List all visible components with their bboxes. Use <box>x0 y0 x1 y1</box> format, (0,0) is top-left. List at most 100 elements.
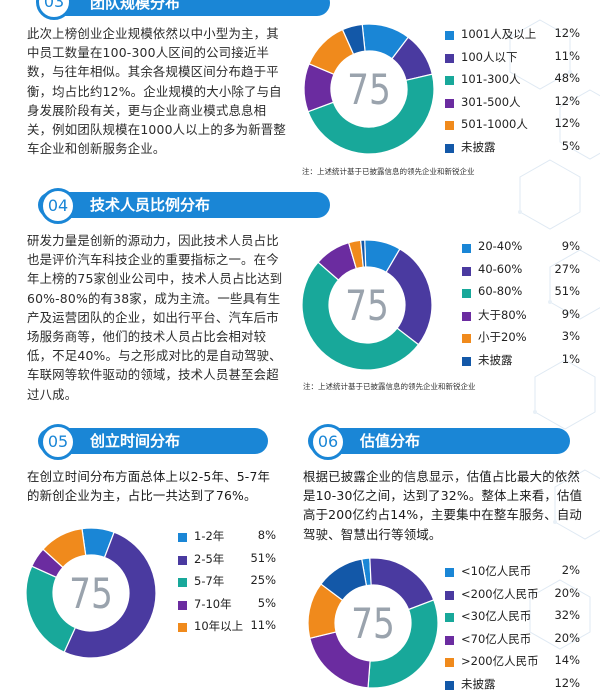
legend-item: <10亿人民币 2% <box>445 563 580 586</box>
donut-center-label: 75 <box>345 282 389 331</box>
chart-note: 注：上述统计基于已披露信息的领先企业和新锐企业 <box>303 381 476 392</box>
legend-swatch <box>445 591 454 600</box>
legend-value: 5% <box>562 139 580 153</box>
legend-value: 1% <box>562 352 580 366</box>
legend-item: 40-60% 27% <box>462 262 580 285</box>
section-text: 研发力量是创新的源动力，因此技术人员占比也是评价汽车科技企业的重要指标之一。在今… <box>27 231 290 404</box>
legend-value: 9% <box>562 239 580 253</box>
legend-value: 9% <box>562 307 580 321</box>
legend-item: 501-1000人 12% <box>445 116 580 139</box>
legend-label: <200亿人民币 <box>461 586 539 602</box>
legend-swatch <box>445 568 454 577</box>
donut-chart: 75 <box>300 238 434 372</box>
section-title: 技术人员比例分布 <box>90 194 210 215</box>
legend-label: 小于20% <box>478 329 527 345</box>
legend-value: 8% <box>258 528 276 542</box>
legend-value: 48% <box>554 71 580 85</box>
legend-value: 2% <box>562 563 580 577</box>
donut-chart: 75 <box>306 556 440 690</box>
legend-swatch <box>462 334 471 343</box>
section-header <box>38 0 330 16</box>
legend-label: <70亿人民币 <box>461 631 531 647</box>
legend-item: <70亿人民币 20% <box>445 631 580 654</box>
legend-swatch <box>445 31 454 40</box>
legend-value: 5% <box>258 596 276 610</box>
legend-swatch <box>462 357 471 366</box>
legend-swatch <box>445 658 454 667</box>
legend-swatch <box>462 267 471 276</box>
legend-label: 60-80% <box>478 284 522 298</box>
legend-swatch <box>445 54 454 63</box>
legend-swatch <box>445 99 454 108</box>
legend-value: 20% <box>554 586 580 600</box>
legend-item: 20-40%9% <box>462 239 580 262</box>
legend-swatch <box>445 613 454 622</box>
section-text: 根据已披露企业的信息显示，估值占比最大的依然是10-30亿之间，达到了32%。整… <box>303 467 589 544</box>
legend-label: 1001人及以上 <box>461 26 536 42</box>
legend-label: 大于80% <box>478 307 527 323</box>
legend-item: 未披露 5% <box>445 139 580 162</box>
legend-swatch <box>178 533 187 542</box>
legend-swatch <box>445 636 454 645</box>
legend-value: 11% <box>554 49 580 63</box>
legend-label: 7-10年 <box>194 596 232 612</box>
section-title: 创立时间分布 <box>90 430 180 451</box>
legend-label: 未披露 <box>461 139 496 155</box>
legend-label: <10亿人民币 <box>461 563 531 579</box>
legend-swatch <box>445 681 454 690</box>
legend-item: 100人以下 11% <box>445 49 580 72</box>
legend-value: 12% <box>554 676 580 690</box>
donut-center-label: 75 <box>347 66 391 115</box>
section-title: 团队规模分布 <box>90 0 180 13</box>
legend-swatch <box>445 76 454 85</box>
legend-swatch <box>462 244 471 253</box>
legend-label: 未披露 <box>461 676 496 692</box>
donut-slice <box>386 249 432 345</box>
section-number-badge: 06 <box>310 424 346 460</box>
legend-value: 11% <box>250 618 276 632</box>
legend-value: 12% <box>554 94 580 108</box>
legend-item: 7-10年 5% <box>178 596 276 619</box>
legend-label: 40-60% <box>478 262 522 276</box>
section-header <box>308 428 570 454</box>
donut-chart: 75 <box>302 22 436 156</box>
legend-item: 101-300人 48% <box>445 71 580 94</box>
chart-note: 注：上述统计基于已披露信息的领先企业和新锐企业 <box>302 166 475 177</box>
legend-item: 未披露 1% <box>462 352 580 375</box>
legend-swatch <box>445 144 454 153</box>
legend-value: 51% <box>554 284 580 298</box>
legend-value: 27% <box>554 262 580 276</box>
legend-item: <200亿人民币 20% <box>445 586 580 609</box>
legend-value: 20% <box>554 631 580 645</box>
legend-item: 60-80% 51% <box>462 284 580 307</box>
legend-label: 100人以下 <box>461 49 517 65</box>
legend-label: 2-5年 <box>194 551 224 567</box>
legend-swatch <box>178 556 187 565</box>
section-number-badge: 05 <box>40 424 76 460</box>
legend-item: 大于80% 9% <box>462 307 580 330</box>
section-number-badge: 03 <box>36 0 72 20</box>
legend-value: 12% <box>554 116 580 130</box>
legend-label: 301-500人 <box>461 94 521 110</box>
donut-center-label: 75 <box>351 600 395 649</box>
legend-swatch <box>178 578 187 587</box>
section-title: 估值分布 <box>360 430 420 451</box>
legend-label: 101-300人 <box>461 71 521 87</box>
legend-label: >200亿人民币 <box>461 653 539 669</box>
legend-swatch <box>178 623 187 632</box>
legend-label: 未披露 <box>478 352 513 368</box>
legend-value: 3% <box>562 329 580 343</box>
legend-label: 501-1000人 <box>461 116 528 132</box>
legend-value: 25% <box>250 573 276 587</box>
section-number-badge: 04 <box>40 188 76 224</box>
